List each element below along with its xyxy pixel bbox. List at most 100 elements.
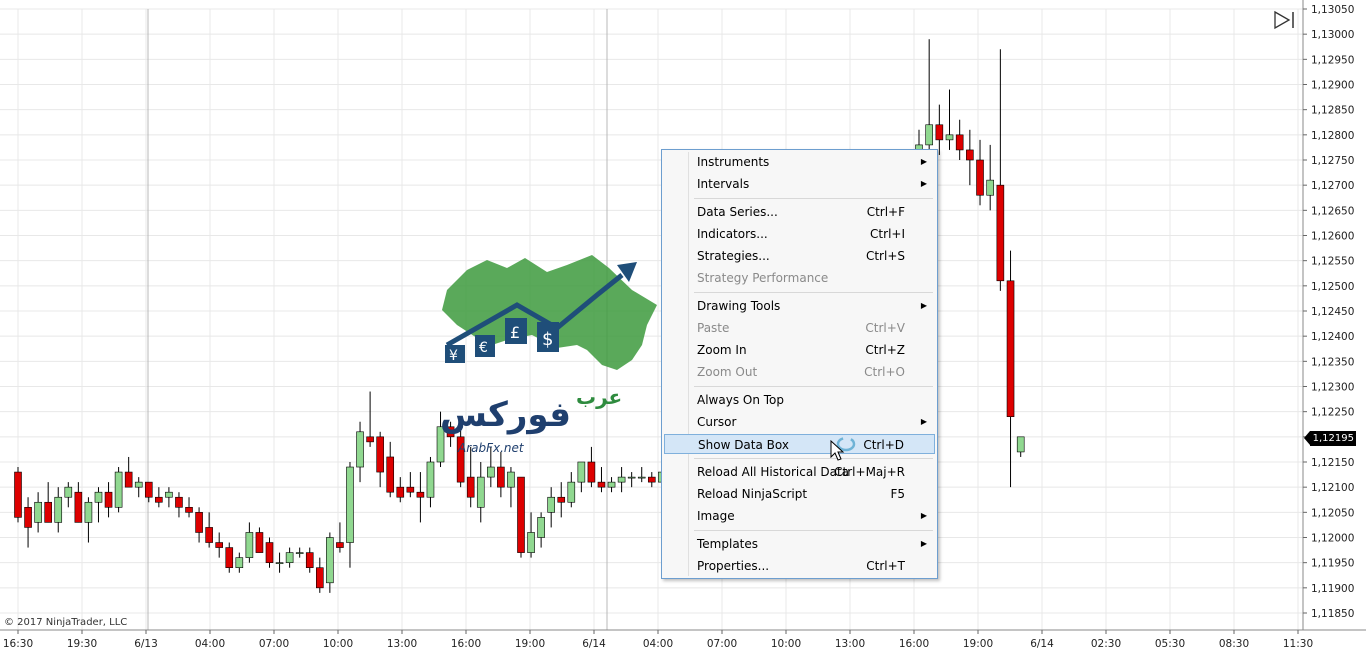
submenu-arrow-icon: ▶: [920, 511, 927, 520]
candle-body-down: [1006, 280, 1015, 417]
price-axis[interactable]: 1,13050 1,13000 1,12950 1,12900 1,12850 1,128…: [0, 0, 1366, 631]
menu-item-label: Image: [697, 509, 735, 523]
candle: [487, 446, 495, 488]
time-tick-label: 19:00: [963, 638, 993, 650]
candle: [537, 512, 545, 548]
price-tick-label: 1,12400: [1311, 331, 1354, 343]
menu-item-label: Reload NinjaScript: [697, 487, 808, 501]
candle: [275, 552, 284, 573]
candle: [285, 547, 294, 568]
menu-item-drawing-tools[interactable]: Drawing Tools ▶: [664, 296, 935, 316]
menu-item-always-on-top[interactable]: Always On Top: [664, 390, 935, 410]
candle-body-up: [245, 532, 254, 558]
candle: [567, 472, 576, 508]
menu-item-label: Indicators...: [697, 227, 768, 241]
candle: [356, 421, 364, 483]
candle: [456, 416, 465, 488]
candle: [507, 467, 515, 508]
time-tick-label: 07:00: [259, 638, 289, 650]
menu-item-shortcut: Ctrl+T: [866, 559, 905, 573]
candle: [44, 482, 52, 523]
menu-item-show-data-box[interactable]: Show Data Box Ctrl+D: [664, 434, 935, 454]
menu-item-strategy-performance: Strategy Performance: [664, 268, 935, 288]
candle: [14, 467, 22, 523]
candle-body-down: [966, 149, 974, 161]
submenu-arrow-icon: ▶: [920, 157, 927, 166]
chart-context-menu[interactable]: Instruments ▶ Intervals ▶ Data Series... Ctrl…: [661, 149, 938, 579]
time-axis[interactable]: 16:30 19:30 6/13 04:00 07:00 10:00 13:00 16:00 1…: [3, 630, 1313, 650]
candle: [165, 487, 173, 508]
price-tick-label: 1,13050: [1311, 4, 1354, 16]
price-tick-label: 1,12800: [1311, 130, 1354, 142]
submenu-arrow-icon: ▶: [920, 539, 927, 548]
candle: [134, 477, 143, 498]
candle-body-down: [205, 527, 213, 543]
menu-item-paste: Paste Ctrl+V: [664, 318, 935, 338]
candle-body-down: [315, 567, 324, 589]
candle: [336, 522, 344, 553]
candle: [326, 532, 334, 593]
menu-item-image[interactable]: Image ▶: [664, 506, 935, 526]
candle-body-up: [527, 532, 535, 553]
menu-item-reload-all-historical-data[interactable]: Reload All Historical Data Ctrl+Maj+R: [664, 462, 935, 482]
candle: [527, 512, 535, 558]
menu-item-reload-ninjascript[interactable]: Reload NinjaScript F5: [664, 484, 935, 504]
menu-item-zoom-out: Zoom Out Ctrl+O: [664, 362, 935, 382]
time-tick-label: 04:00: [643, 638, 673, 650]
menu-item-label: Zoom Out: [697, 365, 758, 379]
arabfx-logo: ¥ € £ $: [442, 255, 657, 370]
candle-body-up: [476, 476, 485, 508]
menu-item-instruments[interactable]: Instruments ▶: [664, 152, 935, 172]
price-tick-label: 1,12050: [1311, 507, 1354, 519]
time-tick-label: 04:00: [195, 638, 225, 650]
logo-latin: ArabFx.net: [458, 441, 524, 455]
candle-body-down: [376, 436, 384, 473]
loading-spinner-icon: [836, 436, 856, 452]
candle-body-down: [416, 491, 425, 498]
price-tick-label: 1,12850: [1311, 105, 1354, 117]
price-tick-label: 1,12100: [1311, 482, 1354, 494]
scroll-to-end-icon[interactable]: [1273, 10, 1297, 30]
current-price-marker: 1,12195: [1304, 431, 1356, 446]
candle: [587, 446, 596, 488]
candle-body-down: [647, 476, 656, 483]
logo-arabic-top: عرب: [576, 385, 623, 409]
candle: [577, 461, 586, 493]
candle-body-down: [305, 552, 314, 568]
menu-item-shortcut: Ctrl+Z: [865, 343, 905, 357]
candle-body-up: [925, 124, 933, 146]
candle: [205, 512, 213, 548]
menu-item-intervals[interactable]: Intervals ▶: [664, 174, 935, 194]
menu-item-strategies[interactable]: Strategies... Ctrl+S: [664, 246, 935, 266]
candle-body-up: [507, 471, 515, 488]
menu-item-zoom-in[interactable]: Zoom In Ctrl+Z: [664, 340, 935, 360]
menu-item-templates[interactable]: Templates ▶: [664, 534, 935, 554]
candle: [34, 492, 42, 533]
candle-body-down: [336, 542, 344, 548]
candle: [175, 492, 183, 518]
candle-body-down: [935, 124, 944, 141]
candle: [955, 119, 964, 160]
menu-item-data-series[interactable]: Data Series... Ctrl+F: [664, 202, 935, 222]
candle: [627, 472, 636, 488]
time-tick-label: 19:30: [67, 638, 97, 650]
menu-item-label: Instruments: [697, 155, 770, 169]
candle: [185, 497, 193, 518]
candle-body-down: [124, 471, 133, 488]
menu-item-properties[interactable]: Properties... Ctrl+T: [664, 556, 935, 576]
menu-item-cursor[interactable]: Cursor ▶: [664, 412, 935, 432]
candle-body-down: [185, 506, 193, 513]
candle: [386, 441, 395, 498]
time-tick-label: 10:00: [323, 638, 353, 650]
candle-body-up: [627, 476, 636, 479]
candle: [315, 557, 324, 593]
candle: [24, 497, 32, 548]
menu-item-indicators[interactable]: Indicators... Ctrl+I: [664, 224, 935, 244]
candle: [637, 467, 646, 483]
candle: [996, 49, 1005, 291]
candle: [64, 482, 73, 508]
candle-body-down: [155, 496, 163, 503]
price-tick-label: 1,12150: [1311, 457, 1354, 469]
candle: [945, 89, 954, 150]
candle-body-up: [114, 471, 123, 508]
